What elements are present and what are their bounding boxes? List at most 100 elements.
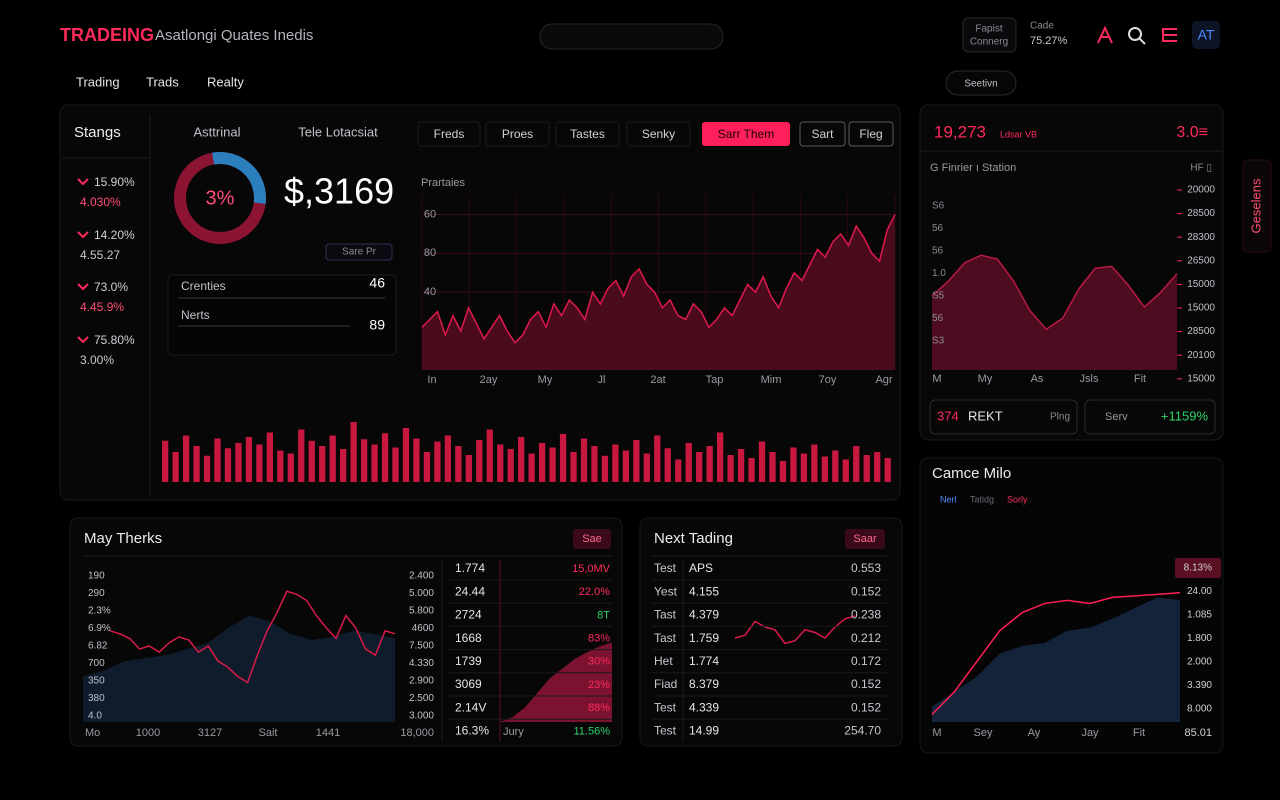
y-tick-label: 8.13% [1184,563,1212,574]
tab[interactable] [702,122,790,146]
volume-bar [172,452,179,482]
y-tick-label: 6.9% [88,623,111,634]
volume-bar [455,446,462,482]
button-label[interactable]: +1159% [1161,408,1209,423]
y-tick-label: S3 [932,336,945,347]
tab-label[interactable]: Sarr Them [718,127,774,141]
table-cell: 4.339 [689,700,719,714]
x-tick-label: 2at [650,374,665,386]
tab[interactable] [485,121,550,147]
overview-button[interactable] [929,399,1078,435]
tab-label[interactable]: Proes [502,127,533,141]
tab[interactable] [626,121,691,147]
tab[interactable] [555,121,620,147]
nav-link[interactable]: Realty [207,74,244,89]
tab-label[interactable]: Senky [642,127,675,141]
tab-label[interactable]: Freds [434,127,465,141]
volume-bar [549,447,556,482]
section-button[interactable] [945,70,1017,96]
button-label[interactable]: Plng [1050,412,1070,423]
table-cell: 4.379 [689,608,719,622]
y-tick-label: S5 [932,291,945,302]
sidebar-change: 15.90% [94,175,135,189]
x-tick-label: 2ay [480,374,498,386]
button-label[interactable]: REKT [968,408,1003,423]
volume-bar [811,444,818,482]
tab-label[interactable]: Tastes [570,127,605,141]
nav-link[interactable]: Trads [146,74,179,89]
nav-link[interactable]: Trading [76,74,120,89]
search-box[interactable] [539,23,724,50]
tab[interactable] [417,121,481,147]
panel-button[interactable] [845,529,885,549]
total-button[interactable] [325,243,393,261]
button-label[interactable]: 374 [937,408,959,423]
main-line [421,214,896,344]
trend-line [931,592,1181,715]
panel-button-label[interactable]: Saar [853,533,877,545]
x-tick-label: 85.01 [1184,727,1212,739]
main-area [422,214,895,370]
section-button-label[interactable]: Seetivn [964,79,997,90]
sidebar-value: 4.45.9% [80,300,124,314]
overview-button[interactable] [1084,399,1216,435]
table-cell: 2724 [455,608,482,622]
gauge-arc [174,152,266,245]
tab[interactable] [799,121,846,147]
total-button-label[interactable]: Sare Pr [342,247,377,258]
y-tick-label: 40 [424,286,436,298]
panel-button-label[interactable]: Sae [582,533,602,545]
tab-label[interactable]: Sart [811,127,834,141]
volume-bar [559,434,567,482]
sidebar-icon [77,336,89,344]
subtitle: Asatlongi Quates Inedis [155,27,313,44]
brand: TRADEING [60,25,154,45]
volume-bar [423,452,431,482]
table-cell: 0.212 [851,631,881,645]
tab[interactable] [848,121,894,147]
y-tick-label: 1.800 [1187,633,1212,644]
x-tick-label: Jay [1081,727,1099,739]
button-label[interactable]: Serv [1105,411,1128,423]
table-cell: 8T [597,609,610,621]
table-cell: 14.99 [689,724,719,738]
volume-bar [612,444,619,482]
volume-bar [298,429,305,482]
avatar-box[interactable] [1192,21,1220,49]
x-tick-label: 3127 [198,727,222,739]
table-cell: 1.759 [689,631,719,645]
icon-a[interactable] [1097,25,1113,44]
label: 75.27% [1030,35,1068,47]
table-cell: Tast [654,608,677,622]
volume-bar [654,435,661,482]
y2-tick-label: 28300 [1187,232,1215,243]
icon-search[interactable] [1128,27,1142,41]
y-tick-label: 1.0 [932,268,946,279]
table-cell: 3069 [455,677,482,691]
volume-bar [350,422,357,482]
tab-label[interactable]: Fleg [859,127,882,141]
table-cell: 1739 [455,654,482,668]
table-cell: Test [654,724,677,738]
market-area [83,615,395,722]
y-tick-label: 190 [88,571,105,582]
y-tick-label: 2.3% [88,606,111,617]
y-tick-label: 2.000 [1187,657,1212,668]
volume-bar [329,435,336,482]
volume-bar [591,446,598,482]
volume-bar [444,435,452,482]
volume-bar [507,449,514,482]
panel-title: May Therks [84,530,162,547]
volume-bar [748,458,755,482]
x-tick-label: M [932,727,941,739]
y-tick-label: S6 [932,201,945,212]
side-tab[interactable] [1242,159,1272,253]
table-cell: 0.152 [851,677,881,691]
icon-menu[interactable] [1162,28,1177,42]
table-cell: 0.152 [851,584,881,598]
volume-bar [737,449,745,482]
panel-button[interactable] [573,529,611,549]
x-tick-label: 1441 [316,727,340,739]
y-tick-label: 4.0 [88,711,102,722]
side-tab-label[interactable]: Geselens [1248,178,1263,233]
